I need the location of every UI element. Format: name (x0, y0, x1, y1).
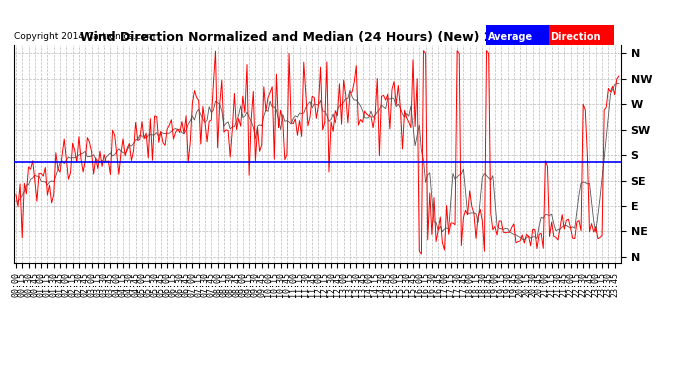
Text: Copyright 2014 Cartronics.com: Copyright 2014 Cartronics.com (14, 32, 155, 41)
Text: Direction: Direction (550, 33, 600, 42)
Text: Average: Average (488, 33, 533, 42)
Title: Wind Direction Normalized and Median (24 Hours) (New) 20140520: Wind Direction Normalized and Median (24… (81, 31, 554, 44)
